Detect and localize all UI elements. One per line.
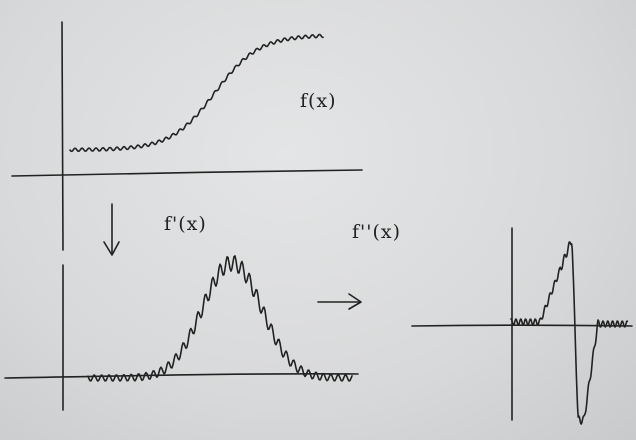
f-prime-label: f'(x): [164, 213, 207, 235]
f-curve: [69, 33, 324, 153]
down-arrow-icon: [103, 203, 120, 256]
f-double-prime-curve: [510, 241, 629, 425]
top-y-axis: [61, 21, 64, 251]
f-label: f(x): [300, 90, 337, 112]
top-x-axis: [11, 169, 363, 177]
right-arrow-icon: [317, 293, 362, 310]
f-double-prime-label: f''(x): [352, 221, 402, 243]
f-prime-curve: [87, 255, 353, 382]
